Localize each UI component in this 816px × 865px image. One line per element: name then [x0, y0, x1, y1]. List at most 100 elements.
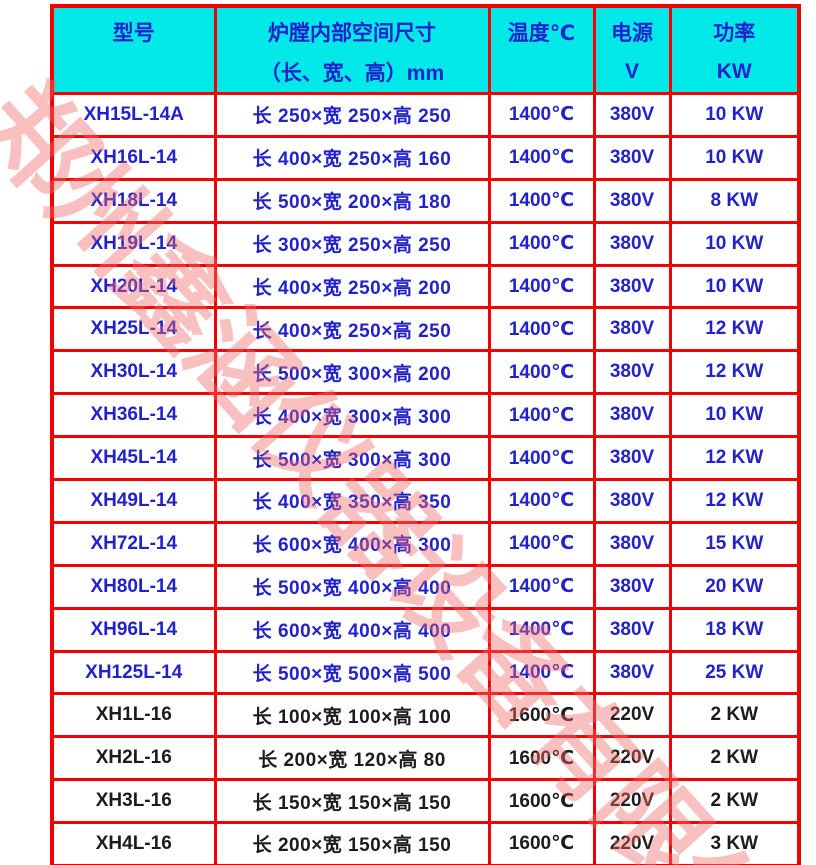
dimensions-cell: 长 100×宽 100×高 100	[213, 692, 491, 739]
model-cell: XH2L-16	[50, 735, 217, 782]
temperature-cell: 1400℃	[487, 478, 596, 524]
power-cell: 2 KW	[668, 778, 801, 825]
table-row: XH16L-14 长 400×宽 250×高 160 1400℃ 380V 10…	[50, 134, 801, 181]
header-model-label: 型号	[112, 22, 155, 45]
temperature-cell: 1600℃	[487, 692, 596, 739]
table-row: XH19L-14 长 300×宽 250×高 250 1400℃ 380V 10…	[50, 220, 801, 267]
temperature-cell: 1400℃	[487, 606, 596, 653]
column-header-power: 功率 KW	[668, 4, 801, 95]
table-row: XH125L-14 长 500×宽 500×高 500 1400℃ 380V 2…	[50, 649, 801, 696]
model-cell: XH3L-16	[50, 778, 217, 825]
temperature-cell: 1600℃	[487, 735, 596, 782]
power-cell: 10 KW	[668, 220, 801, 267]
voltage-cell: 380V	[592, 220, 672, 267]
table-row: XH3L-16 长 150×宽 150×高 150 1600℃ 220V 2 K…	[50, 778, 801, 825]
power-cell: 10 KW	[668, 134, 801, 181]
dimensions-cell: 长 200×宽 150×高 150	[213, 821, 491, 865]
dimensions-cell: 长 500×宽 200×高 180	[213, 177, 491, 224]
table-row: XH25L-14 长 400×宽 250×高 250 1400℃ 380V 12…	[50, 306, 801, 353]
model-cell: XH72L-14	[50, 520, 217, 567]
voltage-cell: 380V	[592, 177, 672, 224]
table-row: XH20L-14 长 400×宽 250×高 200 1400℃ 380V 10…	[50, 263, 801, 310]
table-row: XH18L-14 长 500×宽 200×高 180 1400℃ 380V 8 …	[50, 177, 801, 224]
dimensions-cell: 长 400×宽 350×高 350	[213, 478, 491, 524]
table-row: XH49L-14 长 400×宽 350×高 350 1400℃ 380V 12…	[50, 478, 801, 524]
column-header-dimensions: 炉膛内部空间尺寸 （长、宽、高）mm	[213, 4, 491, 95]
model-cell: XH25L-14	[50, 306, 217, 353]
dimensions-cell: 长 400×宽 250×高 200	[213, 263, 491, 310]
header-model-unit	[55, 52, 212, 91]
power-cell: 25 KW	[668, 649, 801, 696]
dimensions-cell: 长 600×宽 400×高 300	[213, 520, 491, 567]
voltage-cell: 380V	[592, 349, 672, 396]
dimensions-cell: 长 500×宽 300×高 200	[213, 349, 491, 396]
power-cell: 2 KW	[668, 735, 801, 782]
voltage-cell: 380V	[592, 649, 672, 696]
header-power-unit: KW	[716, 60, 752, 83]
model-cell: XH49L-14	[50, 478, 217, 524]
column-header-voltage: 电源 V	[592, 4, 672, 95]
model-cell: XH36L-14	[50, 392, 217, 439]
header-temperature-unit	[492, 52, 591, 91]
table-row: XH72L-14 长 600×宽 400×高 300 1400℃ 380V 15…	[50, 520, 801, 567]
table-row: XH1L-16 长 100×宽 100×高 100 1600℃ 220V 2 K…	[50, 692, 801, 739]
temperature-cell: 1400℃	[487, 392, 596, 439]
model-cell: XH20L-14	[50, 263, 217, 310]
power-cell: 12 KW	[668, 349, 801, 396]
power-cell: 10 KW	[668, 392, 801, 439]
model-cell: XH15L-14A	[50, 92, 217, 138]
power-cell: 18 KW	[668, 606, 801, 653]
temperature-cell: 1400℃	[487, 177, 596, 224]
header-voltage-label: 电源	[611, 22, 653, 45]
power-cell: 10 KW	[668, 92, 801, 138]
voltage-cell: 380V	[592, 134, 672, 181]
table-row: XH36L-14 长 400×宽 300×高 300 1400℃ 380V 10…	[50, 392, 801, 439]
power-cell: 15 KW	[668, 520, 801, 567]
power-cell: 8 KW	[668, 177, 801, 224]
model-cell: XH125L-14	[50, 649, 217, 696]
model-cell: XH45L-14	[50, 435, 217, 482]
table-row: XH15L-14A 长 250×宽 250×高 250 1400℃ 380V 1…	[50, 92, 801, 138]
table-row: XH30L-14 长 500×宽 300×高 200 1400℃ 380V 12…	[50, 349, 801, 396]
power-cell: 10 KW	[668, 263, 801, 310]
temperature-cell: 1400℃	[487, 649, 596, 696]
voltage-cell: 220V	[592, 735, 672, 782]
voltage-cell: 380V	[592, 520, 672, 567]
dimensions-cell: 长 400×宽 300×高 300	[213, 392, 491, 439]
temperature-cell: 1400℃	[487, 220, 596, 267]
table-header: 型号 炉膛内部空间尺寸 （长、宽、高）mm 温度℃ 电源 V 功率 KW	[50, 4, 801, 95]
voltage-cell: 380V	[592, 306, 672, 353]
table-row: XH2L-16 长 200×宽 120×高 80 1600℃ 220V 2 KW	[50, 735, 801, 782]
temperature-cell: 1400℃	[487, 134, 596, 181]
header-voltage-unit: V	[624, 60, 639, 83]
dimensions-cell: 长 600×宽 400×高 400	[213, 606, 491, 653]
model-cell: XH1L-16	[50, 692, 217, 739]
temperature-cell: 1600℃	[487, 778, 596, 825]
model-cell: XH18L-14	[50, 177, 217, 224]
temperature-cell: 1400℃	[487, 92, 596, 138]
voltage-cell: 380V	[592, 92, 672, 138]
model-cell: XH96L-14	[50, 606, 217, 653]
dimensions-cell: 长 400×宽 250×高 160	[213, 134, 491, 181]
temperature-cell: 1400℃	[487, 435, 596, 482]
voltage-cell: 220V	[592, 821, 672, 865]
table-row: XH96L-14 长 600×宽 400×高 400 1400℃ 380V 18…	[50, 606, 801, 653]
voltage-cell: 380V	[592, 435, 672, 482]
header-dimensions-label: 炉膛内部空间尺寸	[268, 22, 436, 45]
power-cell: 12 KW	[668, 435, 801, 482]
temperature-cell: 1400℃	[487, 520, 596, 567]
voltage-cell: 380V	[592, 478, 672, 524]
model-cell: XH30L-14	[50, 349, 217, 396]
model-cell: XH16L-14	[50, 134, 217, 181]
dimensions-cell: 长 300×宽 250×高 250	[213, 220, 491, 267]
temperature-cell: 1400℃	[487, 263, 596, 310]
header-temperature-label: 温度℃	[507, 22, 576, 45]
dimensions-cell: 长 200×宽 120×高 80	[213, 735, 491, 782]
voltage-cell: 380V	[592, 263, 672, 310]
dimensions-cell: 长 500×宽 300×高 300	[213, 435, 491, 482]
dimensions-cell: 长 150×宽 150×高 150	[213, 778, 491, 825]
voltage-cell: 220V	[592, 778, 672, 825]
voltage-cell: 220V	[592, 692, 672, 739]
dimensions-cell: 长 500×宽 400×高 400	[213, 563, 491, 610]
table-row: XH4L-16 长 200×宽 150×高 150 1600℃ 220V 3 K…	[50, 821, 801, 865]
